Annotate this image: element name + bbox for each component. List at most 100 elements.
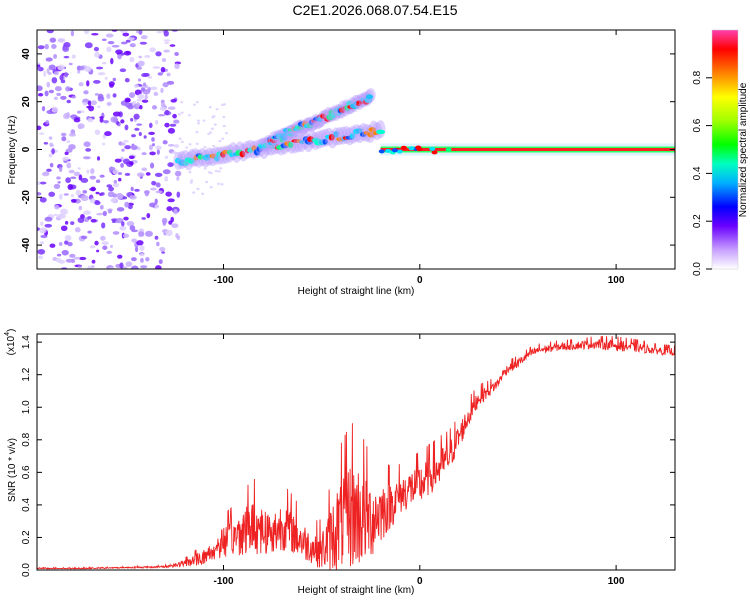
noise-speckle	[176, 191, 181, 198]
noise-speckle	[203, 167, 207, 170]
noise-speckle	[93, 79, 101, 84]
noise-speckle	[221, 137, 225, 140]
noise-speckle	[101, 38, 107, 42]
noise-speckle	[104, 131, 112, 137]
noise-speckle	[155, 145, 162, 150]
noise-speckle	[78, 174, 83, 181]
noise-speckle	[138, 30, 143, 36]
noise-speckle	[70, 176, 77, 179]
noise-speckle	[83, 90, 89, 95]
noise-speckle	[117, 177, 122, 182]
branch-point	[349, 132, 356, 139]
noise-speckle	[70, 30, 75, 37]
noise-speckle	[178, 137, 182, 140]
noise-speckle	[149, 86, 158, 91]
noise-speckle	[38, 255, 44, 260]
noise-speckle	[125, 39, 131, 43]
spectrogram-marks	[37, 30, 675, 269]
noise-speckle	[46, 168, 52, 172]
noise-speckle	[46, 81, 51, 88]
noise-speckle	[171, 223, 179, 229]
noise-speckle	[223, 103, 227, 106]
noise-speckle	[180, 140, 184, 144]
colorbar-tick-label: 0.0	[692, 262, 703, 276]
colorbar-frame	[711, 29, 739, 270]
noise-speckle	[192, 103, 196, 106]
noise-speckle	[163, 39, 171, 42]
noise-speckle	[102, 245, 108, 250]
noise-speckle	[122, 139, 129, 143]
noise-speckle	[78, 205, 83, 211]
noise-speckle	[53, 54, 58, 59]
noise-speckle	[134, 188, 140, 192]
noise-speckle	[123, 216, 129, 221]
noise-speckle	[119, 262, 124, 269]
noise-speckle	[99, 174, 105, 178]
noise-speckle	[124, 201, 130, 208]
noise-speckle	[64, 220, 69, 225]
main-track-blob	[400, 145, 407, 150]
noise-speckle	[51, 77, 58, 84]
noise-speckle	[95, 191, 100, 195]
noise-speckle	[89, 245, 96, 249]
noise-speckle	[192, 191, 196, 194]
noise-speckle	[117, 53, 122, 60]
noise-speckle	[140, 35, 148, 40]
noise-speckle	[124, 172, 131, 176]
noise-speckle	[130, 117, 134, 122]
noise-speckle	[74, 256, 81, 260]
noise-speckle	[136, 240, 144, 246]
noise-speckle	[61, 249, 69, 256]
noise-speckle	[77, 123, 85, 130]
noise-speckle	[112, 183, 120, 188]
noise-speckle	[127, 37, 135, 41]
noise-speckle	[195, 142, 199, 145]
snr-ticks: -100 0 100 0.0 0.2 0.4 0.6 0.8 1.0 1.2 1.4	[21, 334, 675, 587]
noise-speckle	[44, 43, 49, 50]
noise-speckle	[148, 131, 155, 136]
noise-speckle	[77, 110, 81, 114]
noise-speckle	[151, 137, 155, 142]
noise-speckle	[80, 195, 89, 202]
noise-speckle	[139, 244, 145, 252]
noise-speckle	[210, 127, 214, 130]
noise-speckle	[140, 257, 144, 263]
noise-speckle	[151, 143, 156, 147]
main-track-blob	[396, 149, 403, 154]
noise-speckle	[164, 175, 169, 182]
noise-speckle	[46, 68, 50, 74]
noise-speckle	[101, 241, 109, 246]
noise-speckle	[83, 156, 91, 160]
svg-text:(x104): (x104)	[4, 329, 17, 356]
noise-speckle	[64, 235, 72, 242]
noise-speckle	[212, 144, 216, 148]
noise-speckle	[57, 64, 65, 71]
noise-speckle	[68, 132, 76, 137]
noise-speckle	[180, 101, 184, 104]
noise-speckle	[164, 109, 170, 116]
noise-speckle	[82, 190, 88, 194]
noise-speckle	[156, 30, 163, 34]
noise-speckle	[78, 265, 82, 268]
noise-speckle	[162, 140, 168, 145]
spectrogram-x-tick-label: 0	[417, 275, 423, 286]
branch-point	[355, 128, 363, 134]
noise-speckle	[94, 200, 101, 206]
noise-speckle	[87, 118, 94, 123]
spectrogram-x-tick-label: 100	[608, 275, 625, 286]
branch-point	[368, 127, 377, 132]
noise-speckle	[164, 155, 169, 159]
noise-speckle	[91, 259, 96, 264]
noise-speckle	[217, 182, 221, 186]
noise-speckle	[171, 151, 177, 155]
noise-speckle	[174, 51, 179, 56]
spectrogram-panel: -100 0 100 -40 -20 0 20 40 Height of straight l…	[7, 29, 676, 297]
noise-speckle	[166, 72, 171, 77]
noise-speckle	[112, 169, 119, 175]
branch-point	[214, 155, 220, 162]
noise-speckle	[44, 223, 53, 228]
noise-speckle	[139, 41, 148, 45]
noise-speckle	[151, 180, 157, 186]
noise-speckle	[102, 210, 108, 217]
noise-speckle	[121, 148, 125, 152]
